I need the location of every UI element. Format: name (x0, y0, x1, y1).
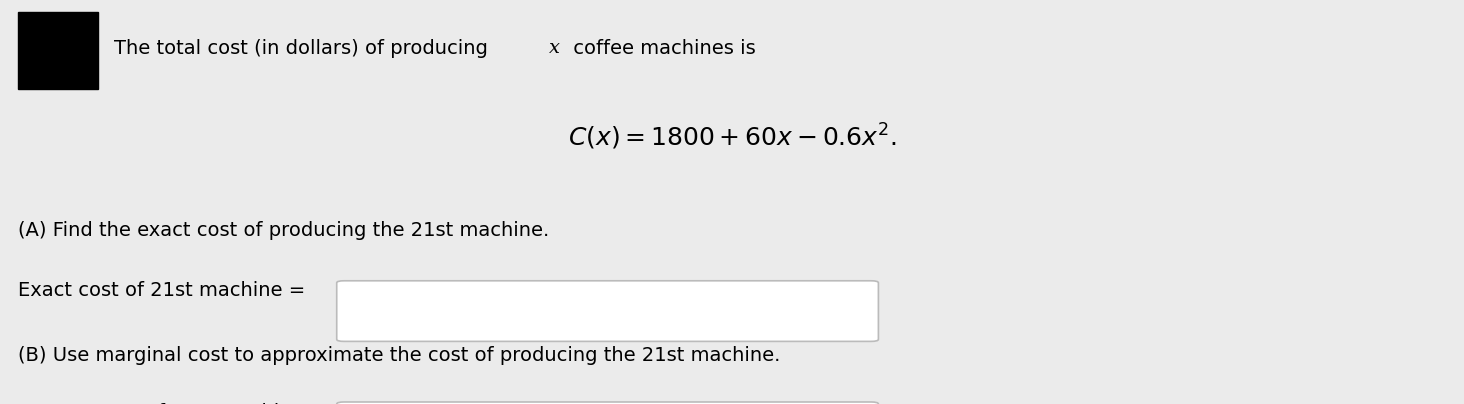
Text: (B) Use marginal cost to approximate the cost of producing the 21st machine.: (B) Use marginal cost to approximate the… (18, 346, 780, 365)
FancyBboxPatch shape (337, 281, 878, 341)
Text: Exact cost of 21st machine =: Exact cost of 21st machine = (18, 281, 305, 301)
Text: coffee machines is: coffee machines is (567, 39, 755, 58)
Text: The total cost (in dollars) of producing: The total cost (in dollars) of producing (114, 39, 495, 58)
Text: $C(x) = 1800 + 60x - 0.6x^2.$: $C(x) = 1800 + 60x - 0.6x^2.$ (568, 122, 896, 152)
FancyBboxPatch shape (337, 402, 878, 404)
Text: (A) Find the exact cost of producing the 21st machine.: (A) Find the exact cost of producing the… (18, 221, 549, 240)
Text: Approx. cost of 21st machine =: Approx. cost of 21st machine = (18, 402, 326, 404)
Bar (18, 12, 98, 89)
Text: x: x (549, 40, 561, 57)
